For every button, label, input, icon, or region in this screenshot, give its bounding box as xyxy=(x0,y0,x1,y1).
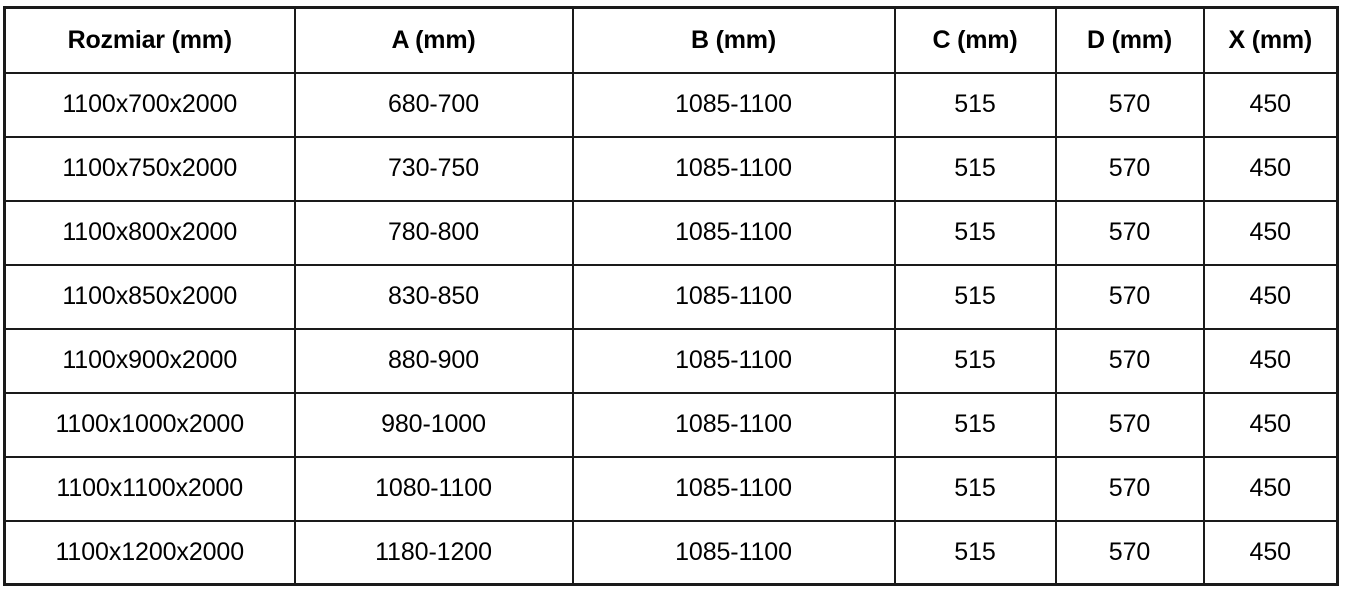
cell-b: 1085-1100 xyxy=(571,455,896,522)
cell-b: 1085-1100 xyxy=(571,327,896,394)
column-header-size: Rozmiar (mm) xyxy=(3,6,296,74)
cell-b: 1085-1100 xyxy=(571,391,896,458)
cell-d: 570 xyxy=(1054,71,1205,138)
cell-size: 1100x750x2000 xyxy=(3,135,296,202)
cell-x: 450 xyxy=(1202,519,1339,586)
cell-c: 515 xyxy=(893,71,1057,138)
cell-x: 450 xyxy=(1202,263,1339,330)
cell-size: 1100x800x2000 xyxy=(3,199,296,266)
table-row: 1100x850x2000 830-850 1085-1100 515 570 … xyxy=(3,263,1339,330)
cell-a: 1080-1100 xyxy=(293,455,574,522)
table-body: 1100x700x2000 680-700 1085-1100 515 570 … xyxy=(3,71,1339,586)
cell-b: 1085-1100 xyxy=(571,519,896,586)
cell-x: 450 xyxy=(1202,455,1339,522)
cell-d: 570 xyxy=(1054,135,1205,202)
table-row: 1100x1100x2000 1080-1100 1085-1100 515 5… xyxy=(3,455,1339,522)
column-header-x: X (mm) xyxy=(1202,6,1339,74)
table-row: 1100x900x2000 880-900 1085-1100 515 570 … xyxy=(3,327,1339,394)
cell-a: 880-900 xyxy=(293,327,574,394)
cell-size: 1100x900x2000 xyxy=(3,327,296,394)
column-header-b: B (mm) xyxy=(571,6,896,74)
cell-size: 1100x700x2000 xyxy=(3,71,296,138)
table-row: 1100x1000x2000 980-1000 1085-1100 515 57… xyxy=(3,391,1339,458)
cell-d: 570 xyxy=(1054,327,1205,394)
table-row: 1100x750x2000 730-750 1085-1100 515 570 … xyxy=(3,135,1339,202)
cell-a: 830-850 xyxy=(293,263,574,330)
cell-size: 1100x850x2000 xyxy=(3,263,296,330)
cell-size: 1100x1100x2000 xyxy=(3,455,296,522)
cell-d: 570 xyxy=(1054,519,1205,586)
cell-a: 980-1000 xyxy=(293,391,574,458)
column-header-a: A (mm) xyxy=(293,6,574,74)
column-header-d: D (mm) xyxy=(1054,6,1205,74)
cell-c: 515 xyxy=(893,455,1057,522)
cell-c: 515 xyxy=(893,199,1057,266)
table-row: 1100x800x2000 780-800 1085-1100 515 570 … xyxy=(3,199,1339,266)
cell-a: 730-750 xyxy=(293,135,574,202)
cell-d: 570 xyxy=(1054,455,1205,522)
cell-d: 570 xyxy=(1054,391,1205,458)
table-row: 1100x700x2000 680-700 1085-1100 515 570 … xyxy=(3,71,1339,138)
cell-x: 450 xyxy=(1202,199,1339,266)
cell-size: 1100x1200x2000 xyxy=(3,519,296,586)
cell-c: 515 xyxy=(893,135,1057,202)
cell-c: 515 xyxy=(893,519,1057,586)
spec-table-container: Rozmiar (mm) A (mm) B (mm) C (mm) D (mm)… xyxy=(3,6,1339,586)
cell-b: 1085-1100 xyxy=(571,135,896,202)
cell-c: 515 xyxy=(893,391,1057,458)
cell-d: 570 xyxy=(1054,263,1205,330)
cell-x: 450 xyxy=(1202,391,1339,458)
cell-b: 1085-1100 xyxy=(571,199,896,266)
cell-c: 515 xyxy=(893,263,1057,330)
cell-c: 515 xyxy=(893,327,1057,394)
cell-x: 450 xyxy=(1202,71,1339,138)
table-header-row: Rozmiar (mm) A (mm) B (mm) C (mm) D (mm)… xyxy=(3,6,1339,74)
table-header: Rozmiar (mm) A (mm) B (mm) C (mm) D (mm)… xyxy=(3,6,1339,74)
column-header-c: C (mm) xyxy=(893,6,1057,74)
cell-a: 1180-1200 xyxy=(293,519,574,586)
cell-x: 450 xyxy=(1202,135,1339,202)
cell-a: 680-700 xyxy=(293,71,574,138)
cell-size: 1100x1000x2000 xyxy=(3,391,296,458)
cell-a: 780-800 xyxy=(293,199,574,266)
table-row: 1100x1200x2000 1180-1200 1085-1100 515 5… xyxy=(3,519,1339,586)
cell-b: 1085-1100 xyxy=(571,71,896,138)
cell-b: 1085-1100 xyxy=(571,263,896,330)
cell-d: 570 xyxy=(1054,199,1205,266)
cell-x: 450 xyxy=(1202,327,1339,394)
size-specification-table: Rozmiar (mm) A (mm) B (mm) C (mm) D (mm)… xyxy=(3,6,1339,586)
